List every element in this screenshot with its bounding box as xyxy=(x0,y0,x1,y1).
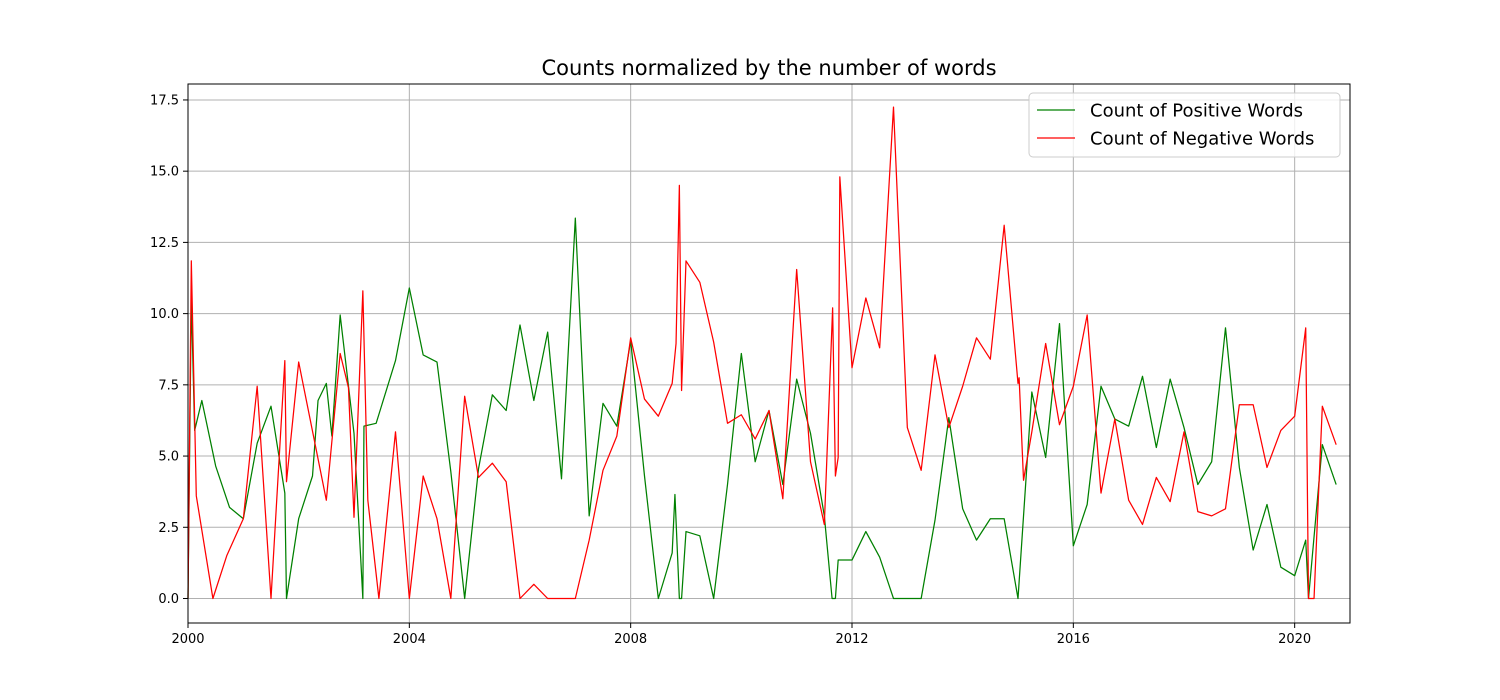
x-tick-label: 2012 xyxy=(835,632,868,647)
series-line-negative xyxy=(187,106,1337,600)
x-tick-label: 2008 xyxy=(614,632,647,647)
legend-box xyxy=(1028,92,1341,158)
legend-label: Count of Negative Words xyxy=(1090,129,1314,150)
chart-title: Counts normalized by the number of words xyxy=(541,56,996,80)
x-tick-label: 2004 xyxy=(393,632,426,647)
y-tick-label: 2.5 xyxy=(158,521,179,536)
series-lines xyxy=(187,106,1337,600)
plot-frame xyxy=(187,83,1351,624)
plot-area xyxy=(188,84,1350,623)
y-tick-label: 15.0 xyxy=(150,165,179,180)
y-tick-label: 7.5 xyxy=(158,378,179,393)
legend-label: Count of Positive Words xyxy=(1090,101,1303,122)
x-tick-label: 2020 xyxy=(1278,632,1311,647)
y-tick-label: 10.0 xyxy=(150,307,179,322)
x-tick-label: 2000 xyxy=(171,632,204,647)
x-tick-label: 2016 xyxy=(1057,632,1090,647)
y-tick-label: 17.5 xyxy=(150,93,179,108)
y-tick-label: 0.0 xyxy=(158,592,179,607)
series-line-positive xyxy=(187,217,1337,600)
y-tick-label: 5.0 xyxy=(158,450,179,465)
y-tick-label: 12.5 xyxy=(150,236,179,251)
legend: Count of Positive Words Count of Negative… xyxy=(1028,92,1341,158)
y-axis: 0.0 2.5 5.0 7.5 10.0 12.5 15.0 17.5 xyxy=(150,93,188,607)
x-axis: 2000 2004 2008 2012 2016 2020 xyxy=(171,623,1311,647)
